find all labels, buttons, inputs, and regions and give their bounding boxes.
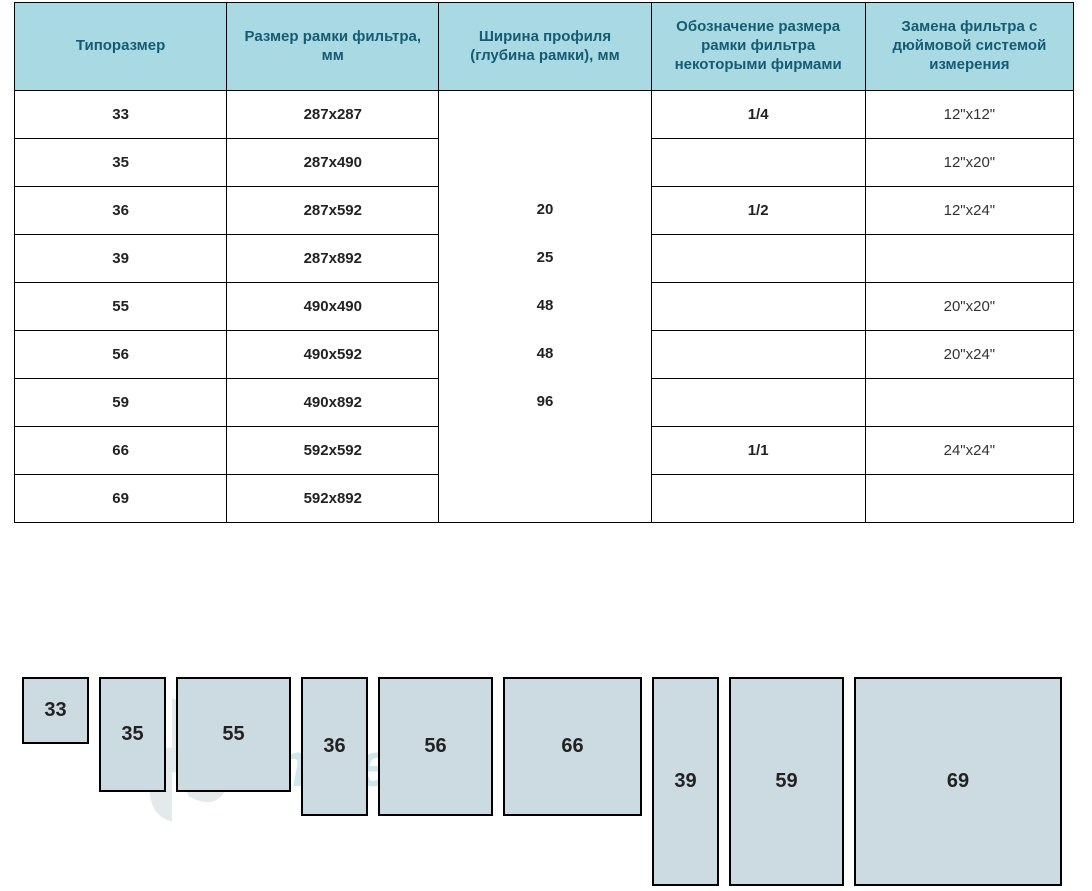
cell-designation xyxy=(651,379,865,427)
cell-inch: 20"х24" xyxy=(865,331,1073,379)
cell-inch: 12"х20" xyxy=(865,139,1073,187)
cell-designation xyxy=(651,283,865,331)
cell-inch: 20"х20" xyxy=(865,283,1073,331)
profile-value: 48 xyxy=(439,297,650,314)
cell-designation xyxy=(651,331,865,379)
cell-frame-size: 490х892 xyxy=(227,379,439,427)
cell-inch: 12"х12" xyxy=(865,91,1073,139)
cell-typesize: 69 xyxy=(15,475,227,523)
cell-typesize: 36 xyxy=(15,187,227,235)
cell-frame-size: 287х490 xyxy=(227,139,439,187)
size-box: 33 xyxy=(22,677,89,744)
size-box: 69 xyxy=(854,677,1062,886)
cell-frame-size: 287х592 xyxy=(227,187,439,235)
col-header-frame-size: Размер рамки фильтра, мм xyxy=(227,3,439,91)
cell-typesize: 55 xyxy=(15,283,227,331)
filter-size-table: Типоразмер Размер рамки фильтра, мм Шири… xyxy=(14,2,1074,523)
col-header-typesize: Типоразмер xyxy=(15,3,227,91)
cell-designation xyxy=(651,475,865,523)
table-header-row: Типоразмер Размер рамки фильтра, мм Шири… xyxy=(15,3,1074,91)
col-header-designation: Обозначение размера рамки фильтра некото… xyxy=(651,3,865,91)
profile-value: 20 xyxy=(439,201,650,218)
cell-frame-size: 592х892 xyxy=(227,475,439,523)
cell-inch: 24"х24" xyxy=(865,427,1073,475)
size-box: 55 xyxy=(176,677,291,792)
cell-inch xyxy=(865,379,1073,427)
cell-inch: 12"х24" xyxy=(865,187,1073,235)
size-box: 66 xyxy=(503,677,642,816)
cell-typesize: 66 xyxy=(15,427,227,475)
cell-frame-size: 490х490 xyxy=(227,283,439,331)
cell-typesize: 56 xyxy=(15,331,227,379)
size-box: 39 xyxy=(652,677,719,886)
cell-frame-size: 287х287 xyxy=(227,91,439,139)
cell-designation: 1/4 xyxy=(651,91,865,139)
cell-designation: 1/1 xyxy=(651,427,865,475)
cell-profile-width-merged: 20 25 48 48 96 xyxy=(439,91,651,523)
table-row: 33287х28720254848961/412"х12" xyxy=(15,91,1074,139)
col-header-inch-system: Замена фильтра с дюймовой системой измер… xyxy=(865,3,1073,91)
cell-designation: 1/2 xyxy=(651,187,865,235)
cell-designation xyxy=(651,235,865,283)
cell-designation xyxy=(651,139,865,187)
size-box: 56 xyxy=(378,677,493,816)
cell-inch xyxy=(865,235,1073,283)
size-diagram: venтее 333555365666395969 xyxy=(22,650,1072,880)
cell-frame-size: 592х592 xyxy=(227,427,439,475)
cell-frame-size: 287х892 xyxy=(227,235,439,283)
cell-typesize: 35 xyxy=(15,139,227,187)
filter-table-container: Типоразмер Размер рамки фильтра, мм Шири… xyxy=(0,0,1092,523)
cell-typesize: 33 xyxy=(15,91,227,139)
cell-typesize: 59 xyxy=(15,379,227,427)
profile-value: 96 xyxy=(439,393,650,410)
size-box: 59 xyxy=(729,677,844,886)
size-box: 35 xyxy=(99,677,166,792)
cell-frame-size: 490х592 xyxy=(227,331,439,379)
col-header-profile-width: Ширина профиля (глубина рамки), мм xyxy=(439,3,651,91)
profile-value: 48 xyxy=(439,345,650,362)
profile-value: 25 xyxy=(439,249,650,266)
size-box: 36 xyxy=(301,677,368,816)
cell-inch xyxy=(865,475,1073,523)
cell-typesize: 39 xyxy=(15,235,227,283)
